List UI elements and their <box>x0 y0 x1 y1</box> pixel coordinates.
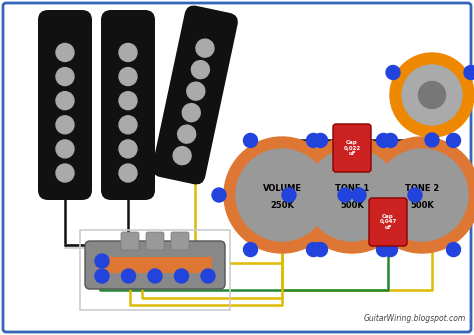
Text: 500K: 500K <box>340 201 364 209</box>
Circle shape <box>307 133 320 147</box>
Circle shape <box>56 44 74 61</box>
FancyBboxPatch shape <box>146 232 164 250</box>
Circle shape <box>447 133 461 147</box>
Circle shape <box>282 188 296 202</box>
Circle shape <box>121 269 136 283</box>
Circle shape <box>313 133 328 147</box>
Text: TONE 1: TONE 1 <box>335 184 369 193</box>
Circle shape <box>425 133 439 147</box>
Circle shape <box>196 39 214 57</box>
Circle shape <box>383 243 398 257</box>
Circle shape <box>383 133 398 147</box>
FancyBboxPatch shape <box>38 10 92 200</box>
Circle shape <box>294 137 410 253</box>
Text: VOLUME: VOLUME <box>263 184 301 193</box>
Circle shape <box>119 92 137 110</box>
Circle shape <box>95 269 109 283</box>
Circle shape <box>119 68 137 85</box>
Circle shape <box>376 133 391 147</box>
Circle shape <box>376 149 468 241</box>
FancyBboxPatch shape <box>152 5 238 185</box>
Circle shape <box>244 133 257 147</box>
Circle shape <box>313 243 328 257</box>
Circle shape <box>390 53 474 137</box>
Circle shape <box>56 140 74 158</box>
Text: Cap
0,022
uF: Cap 0,022 uF <box>344 140 361 156</box>
Circle shape <box>447 243 461 257</box>
Text: Cap
0,047
uF: Cap 0,047 uF <box>379 214 397 230</box>
FancyBboxPatch shape <box>369 198 407 246</box>
Text: GuitarWiring.blogspot.com: GuitarWiring.blogspot.com <box>364 314 466 323</box>
Circle shape <box>464 66 474 79</box>
FancyBboxPatch shape <box>333 124 371 172</box>
Circle shape <box>338 188 352 202</box>
Circle shape <box>408 188 422 202</box>
Circle shape <box>224 137 340 253</box>
FancyBboxPatch shape <box>121 232 139 250</box>
FancyBboxPatch shape <box>85 241 225 289</box>
Circle shape <box>236 149 328 241</box>
Circle shape <box>173 147 191 164</box>
Text: TONE 2: TONE 2 <box>405 184 439 193</box>
Circle shape <box>201 269 215 283</box>
Circle shape <box>119 44 137 61</box>
Circle shape <box>95 254 109 268</box>
Circle shape <box>364 137 474 253</box>
Bar <box>98 257 212 273</box>
Circle shape <box>191 61 210 79</box>
Circle shape <box>178 125 196 143</box>
Circle shape <box>307 243 320 257</box>
Text: 250K: 250K <box>270 201 294 209</box>
FancyBboxPatch shape <box>101 10 155 200</box>
Circle shape <box>419 81 446 109</box>
Circle shape <box>386 66 400 79</box>
Circle shape <box>56 164 74 182</box>
Circle shape <box>56 68 74 85</box>
FancyBboxPatch shape <box>3 3 471 332</box>
Circle shape <box>187 82 205 100</box>
Circle shape <box>119 164 137 182</box>
Circle shape <box>182 104 200 122</box>
FancyBboxPatch shape <box>171 232 189 250</box>
Circle shape <box>244 243 257 257</box>
Circle shape <box>402 65 462 125</box>
Circle shape <box>352 188 366 202</box>
Text: 500K: 500K <box>410 201 434 209</box>
Circle shape <box>376 243 391 257</box>
Circle shape <box>56 116 74 134</box>
Circle shape <box>119 116 137 134</box>
Circle shape <box>56 92 74 110</box>
Circle shape <box>148 269 162 283</box>
Circle shape <box>174 269 189 283</box>
Circle shape <box>212 188 226 202</box>
Bar <box>80 230 230 310</box>
Circle shape <box>306 149 398 241</box>
Circle shape <box>119 140 137 158</box>
